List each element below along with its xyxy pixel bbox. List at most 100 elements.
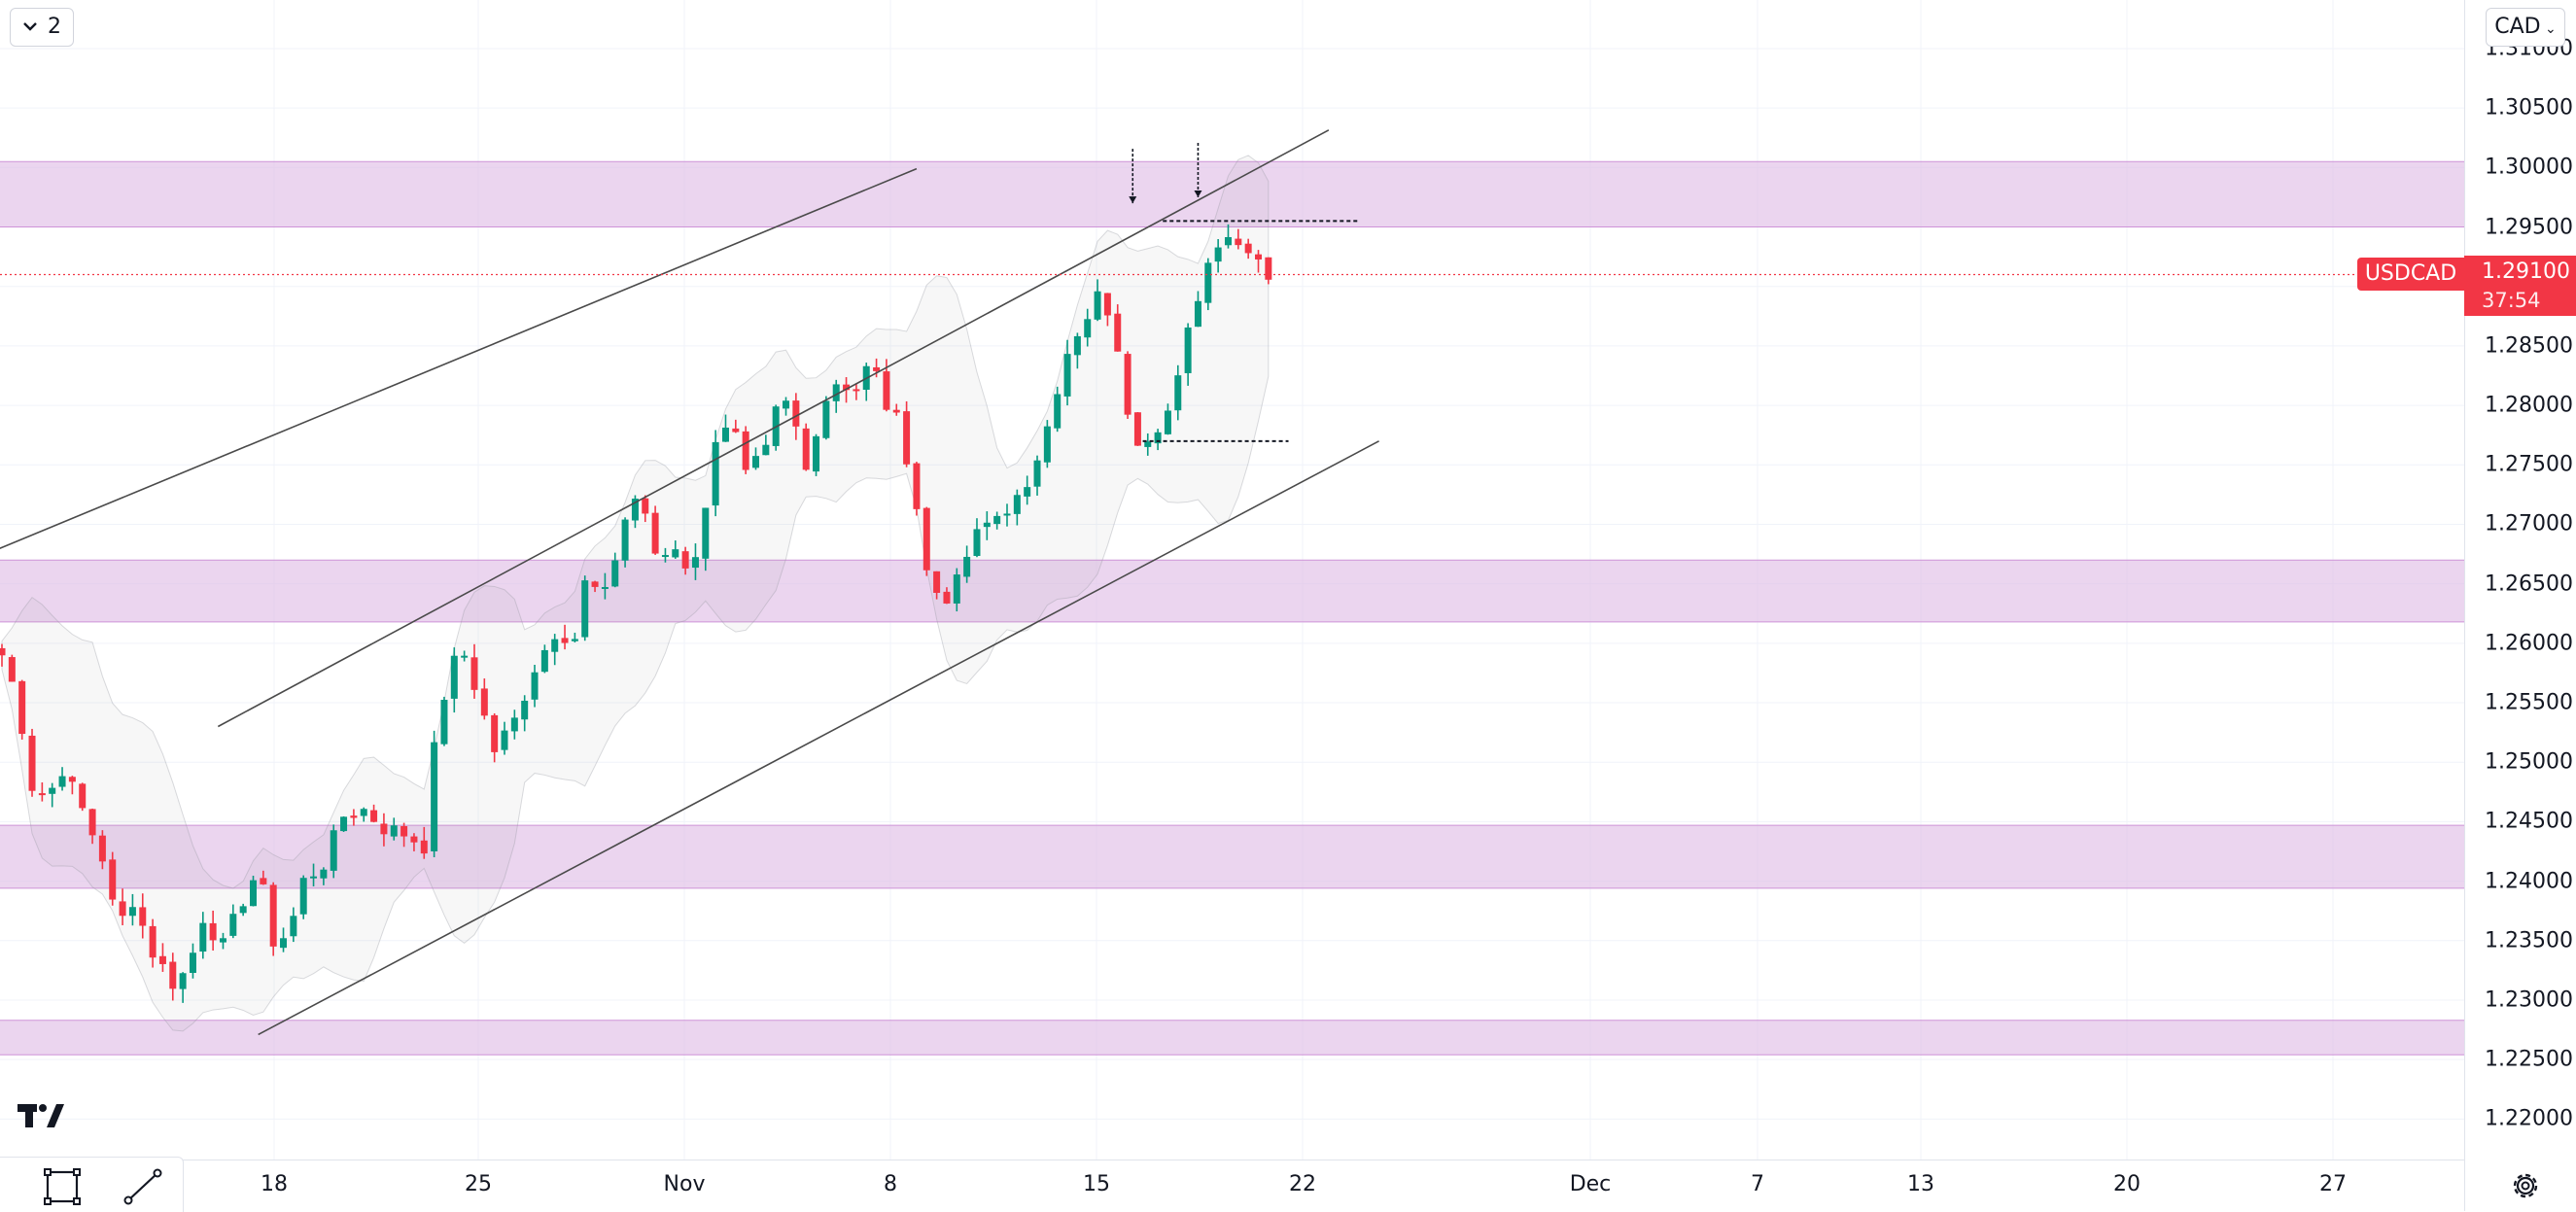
currency-button[interactable]: CAD ⌄ — [2486, 8, 2565, 47]
candle-body — [461, 655, 469, 658]
time-tick-label: 22 — [1289, 1172, 1316, 1196]
candle-body — [68, 777, 76, 782]
time-tick-label: 8 — [884, 1172, 897, 1196]
candle-body — [933, 571, 941, 593]
candle-body — [943, 591, 951, 604]
candle-body — [189, 952, 196, 973]
candle-body — [822, 400, 830, 438]
trendline-tool-icon[interactable] — [122, 1167, 163, 1206]
price-tick-label: 1.24000 — [2485, 869, 2573, 894]
candle-body — [280, 938, 288, 949]
candle-body — [209, 922, 217, 941]
candle-body — [119, 901, 126, 917]
candle-body — [1224, 236, 1232, 246]
candle-body — [1103, 293, 1111, 316]
candle-body — [149, 925, 157, 958]
candle-body — [330, 830, 337, 871]
chart-plot-area[interactable] — [0, 0, 2464, 1160]
channel-trendline — [217, 129, 1330, 728]
candle-body — [109, 859, 117, 900]
candle-body — [853, 389, 860, 392]
candle-body — [892, 409, 900, 413]
candle-body — [1265, 257, 1272, 280]
support-resistance-zone — [0, 1020, 2464, 1056]
candle-body — [410, 836, 418, 843]
candle-body — [651, 512, 659, 554]
candle-body — [350, 815, 358, 818]
candle-body — [58, 776, 66, 787]
candle-body — [1013, 495, 1021, 514]
candle-body — [269, 884, 277, 947]
candle-body — [1164, 410, 1171, 434]
support-resistance-zone — [0, 161, 2464, 227]
candle-body — [88, 809, 96, 836]
time-tick-label: 18 — [261, 1172, 288, 1196]
candlestick-chart[interactable] — [0, 0, 2464, 1160]
candle-body — [1033, 460, 1041, 487]
candle-body — [501, 730, 508, 750]
candle-body — [540, 649, 548, 673]
candle-body — [1114, 313, 1122, 352]
candle-body — [450, 655, 458, 699]
price-tick-label: 1.25500 — [2485, 690, 2573, 715]
candle-body — [832, 384, 840, 401]
candle-body — [1003, 513, 1011, 516]
candle-body — [813, 435, 820, 472]
price-tick-label: 1.29500 — [2485, 215, 2573, 240]
candle-body — [953, 574, 960, 604]
candle-body — [470, 657, 478, 690]
time-axis[interactable]: 18 25 Nov 8 15 22 Dec 7 13 20 27 — [0, 1160, 2464, 1212]
drawing-toolbar — [0, 1157, 184, 1212]
candle-body — [993, 515, 1001, 525]
candle-body — [219, 938, 226, 943]
candle-body — [631, 499, 639, 521]
support-resistance-zone — [0, 825, 2464, 888]
candle-body — [1054, 394, 1062, 429]
time-tick-label: Dec — [1569, 1172, 1612, 1196]
candle-body — [1204, 262, 1212, 303]
candle-body — [873, 366, 881, 371]
candle-body — [380, 823, 388, 835]
chevron-down-icon: ⌄ — [2540, 21, 2557, 37]
candle-body — [611, 560, 619, 587]
settings-gear-icon[interactable] — [2506, 1166, 2545, 1205]
collapse-panes-button[interactable]: 2 — [10, 8, 74, 47]
candle-body — [431, 742, 438, 851]
candle-body — [1174, 375, 1182, 411]
arrow-marker-head — [1129, 196, 1137, 204]
candle-body — [290, 916, 297, 937]
symbol-badge: USDCAD — [2357, 258, 2464, 291]
candle-body — [571, 639, 578, 641]
bar-countdown: 37:54 — [2482, 289, 2541, 312]
support-resistance-zone — [0, 560, 2464, 622]
candle-body — [18, 680, 26, 735]
candle-body — [440, 699, 448, 745]
candle-body — [792, 400, 800, 427]
collapse-count: 2 — [48, 15, 61, 39]
candle-body — [521, 700, 529, 720]
price-tick-label: 1.30000 — [2485, 155, 2573, 180]
rectangle-tool-icon[interactable] — [43, 1167, 82, 1206]
price-axis[interactable]: 1.310001.305001.300001.295001.290001.285… — [2464, 0, 2576, 1211]
price-tick-label: 1.28500 — [2485, 333, 2573, 359]
time-tick-label: 25 — [465, 1172, 492, 1196]
price-tick-label: 1.22500 — [2485, 1047, 2573, 1072]
candle-body — [1094, 291, 1101, 320]
candle-body — [783, 400, 790, 409]
candle-body — [752, 456, 759, 468]
candle-body — [883, 371, 890, 410]
candle-body — [681, 551, 689, 569]
candle-body — [1124, 354, 1131, 415]
candle-body — [691, 557, 699, 569]
candle-body — [903, 411, 911, 465]
candle-body — [38, 793, 46, 796]
tradingview-logo-icon[interactable] — [14, 1094, 68, 1135]
time-tick-label: 13 — [1907, 1172, 1934, 1196]
channel-trendline — [0, 167, 918, 550]
candle-body — [1144, 441, 1152, 447]
candle-body — [128, 907, 136, 917]
candle-body — [310, 876, 318, 879]
candle-body — [1063, 354, 1071, 397]
candle-body — [1255, 254, 1262, 260]
candle-body — [963, 556, 971, 577]
